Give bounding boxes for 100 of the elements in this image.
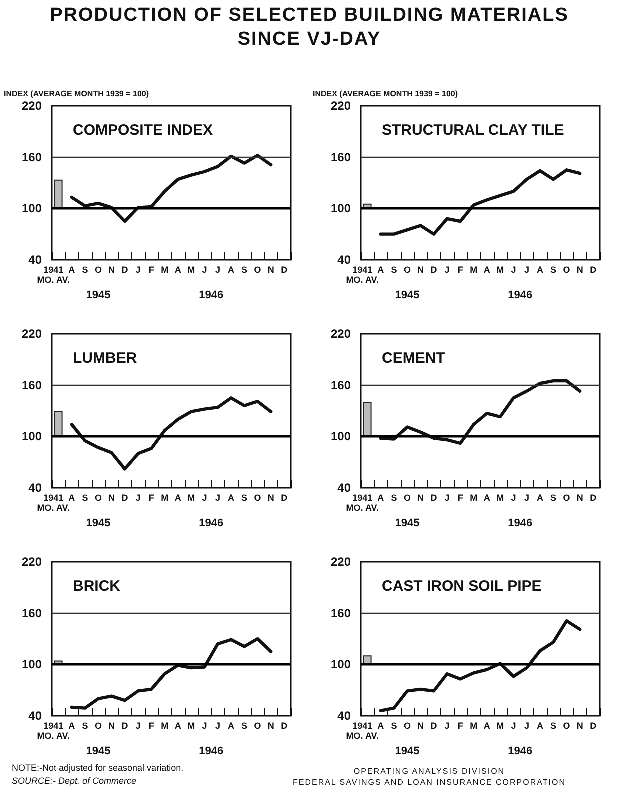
text: 1945 <box>86 746 111 758</box>
text: CEMENT <box>382 350 446 367</box>
text: COMPOSITE INDEX <box>73 122 214 139</box>
x-tick-label: M <box>470 265 478 275</box>
x-tick-label: S <box>550 265 557 275</box>
x-tick-label: M <box>470 493 478 503</box>
x-tick-label: O <box>94 493 102 503</box>
text: 1945 <box>395 746 420 758</box>
x-tick-label: J <box>202 265 208 275</box>
x-tick-label: J <box>136 265 141 275</box>
x-tick-label: O <box>254 265 262 275</box>
x-tick-label: S <box>82 493 88 503</box>
y-tick-label: 220 <box>22 99 42 113</box>
x-tick-label: M <box>496 265 504 275</box>
x-tick-label: J <box>202 493 208 503</box>
x-tick-label: A <box>228 721 235 731</box>
x-tick-label: N <box>268 265 274 275</box>
y-tick-label: 160 <box>22 378 42 392</box>
x-tick-label: O <box>254 721 262 731</box>
x-tick-label: N <box>268 721 274 731</box>
x-tick-label: D <box>281 265 288 275</box>
x-tick-label: F <box>148 265 155 275</box>
x-tick-label: O <box>404 721 411 731</box>
x-tick-label: N <box>418 493 424 503</box>
x-tick-label: A <box>68 721 76 731</box>
x-tick-label: N <box>576 721 584 731</box>
x-tick-label: M <box>161 721 169 731</box>
x-tick-label: A <box>378 721 385 731</box>
x-tick-label: N <box>268 493 274 503</box>
x-tick-label: N <box>108 721 115 731</box>
x-tick-label: 1941 MO. AV. <box>37 265 70 285</box>
text: FEDERAL SAVINGS AND LOAN INSURANCE CORPORATION <box>292 777 567 788</box>
text: NOTE:-Not adjusted for seasonal variation. <box>12 762 184 775</box>
line-series <box>379 168 582 236</box>
x-tick-label: M <box>188 493 196 503</box>
x-tick-label: J <box>136 493 141 503</box>
x-tick-label: N <box>108 493 115 503</box>
x-tick-label: J <box>215 265 220 275</box>
y-tick-label: 100 <box>22 430 42 444</box>
y-tick-label: 40 <box>338 253 352 267</box>
x-tick-label: A <box>378 493 385 503</box>
x-tick-label: J <box>511 265 516 275</box>
y-tick-label: 160 <box>330 378 352 392</box>
x-tick-label: F <box>148 493 155 503</box>
x-tick-label: J <box>444 721 450 731</box>
text: 1946 <box>199 290 224 302</box>
x-tick-label: J <box>444 493 450 503</box>
text: BRICK <box>73 578 121 595</box>
y-tick-label: 220 <box>22 555 42 569</box>
text: PRODUCTION OF SELECTED BUILDING MATERIALS SINCE VJ-DAY <box>49 4 570 52</box>
x-tick-label: 1941 MO. AV. <box>346 721 379 741</box>
x-tick-label: S <box>82 721 88 731</box>
line-series <box>70 396 273 471</box>
x-tick-label: N <box>576 265 584 275</box>
x-tick-label: N <box>418 265 424 275</box>
x-tick-label: A <box>537 265 544 275</box>
x-tick-label: J <box>511 493 516 503</box>
x-tick-label: A <box>228 493 235 503</box>
x-tick-label: S <box>550 493 557 503</box>
text: 1945 <box>395 518 420 530</box>
x-tick-label: A <box>537 721 544 731</box>
x-tick-label: F <box>458 721 464 731</box>
x-tick-label: J <box>202 721 208 731</box>
x-tick-label: M <box>188 721 196 731</box>
y-axis-title: INDEX (AVERAGE MONTH 1939 = 100) <box>313 90 458 98</box>
y-tick-label: 40 <box>338 481 352 495</box>
x-tick-label: F <box>458 493 464 503</box>
x-tick-label: 1941 MO. AV. <box>346 493 379 513</box>
y-tick-label: 220 <box>330 327 352 341</box>
y-tick-label: 100 <box>22 202 42 216</box>
x-tick-label: S <box>242 721 248 731</box>
x-tick-label: D <box>122 493 129 503</box>
y-tick-label: 100 <box>330 658 352 672</box>
x-tick-label: M <box>188 265 196 275</box>
y-tick-label: 100 <box>330 430 352 444</box>
text: 1946 <box>508 518 533 530</box>
x-tick-label: A <box>68 493 76 503</box>
line-series <box>379 379 582 446</box>
text: LUMBER <box>73 350 138 367</box>
x-tick-label: S <box>391 493 398 503</box>
x-tick-label: J <box>524 493 530 503</box>
x-tick-label: A <box>228 265 235 275</box>
x-tick-label: M <box>496 721 504 731</box>
x-tick-label: M <box>161 493 169 503</box>
source-note: SOURCE:- Dept. of Commerce <box>12 775 138 788</box>
x-tick-label: D <box>590 493 598 503</box>
x-tick-label: O <box>254 493 262 503</box>
x-tick-label: O <box>563 721 570 731</box>
x-tick-label: S <box>82 265 88 275</box>
x-tick-label: 1941 MO. AV. <box>37 721 70 741</box>
x-tick-label: O <box>404 493 411 503</box>
x-tick-label: N <box>108 265 115 275</box>
y-tick-label: 160 <box>22 150 42 164</box>
x-tick-label: D <box>122 721 129 731</box>
line-series <box>379 619 582 712</box>
text: 1945 <box>395 290 420 302</box>
text: OPERATING ANALYSIS DIVISION <box>352 766 506 777</box>
x-tick-label: J <box>136 721 141 731</box>
x-tick-label: J <box>511 721 516 731</box>
y-tick-label: 40 <box>28 709 42 723</box>
